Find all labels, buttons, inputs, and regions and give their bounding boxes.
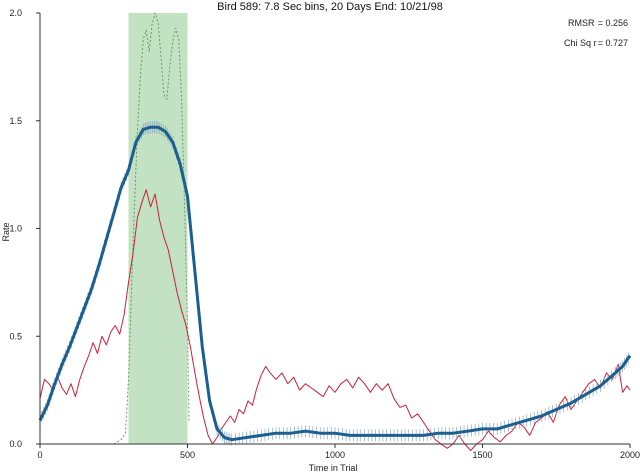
stats-box: RMSR = 0.256 Chi Sq r = 0.727 xyxy=(564,18,628,48)
y-tick-label: 0.0 xyxy=(9,439,22,449)
x-tick-label: 1000 xyxy=(325,450,345,460)
highlight-band xyxy=(128,13,188,444)
stat-value-rmsr: = 0.256 xyxy=(598,18,628,28)
x-axis-label: Time in Trial xyxy=(309,463,358,473)
series-line-model xyxy=(38,125,632,442)
x-tick-label: 500 xyxy=(180,450,195,460)
stat-label-chisq: Chi Sq r xyxy=(564,38,597,48)
x-tick-label: 1500 xyxy=(472,450,492,460)
chart-title: Bird 589: 7.8 Sec bins, 20 Days End: 10/… xyxy=(217,1,443,13)
plot-area: 0 500 1000 1500 2000 0.0 0.5 1.0 1.5 2.0 xyxy=(9,8,640,460)
series-layer xyxy=(38,12,632,451)
x-tick-label: 0 xyxy=(37,450,42,460)
y-tick-label: 1.0 xyxy=(9,224,22,234)
axis-ticks: 0 500 1000 1500 2000 0.0 0.5 1.0 1.5 2.0 xyxy=(9,8,640,460)
stat-value-chisq: = 0.727 xyxy=(598,38,628,48)
x-tick-label: 2000 xyxy=(620,450,640,460)
y-tick-label: 1.5 xyxy=(9,116,22,126)
y-tick-label: 2.0 xyxy=(9,8,22,18)
stat-label-rmsr: RMSR xyxy=(568,18,595,28)
series-line-observed xyxy=(39,189,631,451)
series-line-dotted xyxy=(113,12,190,445)
y-tick-label: 0.5 xyxy=(9,331,22,341)
y-axis-label: Rate xyxy=(1,222,11,241)
